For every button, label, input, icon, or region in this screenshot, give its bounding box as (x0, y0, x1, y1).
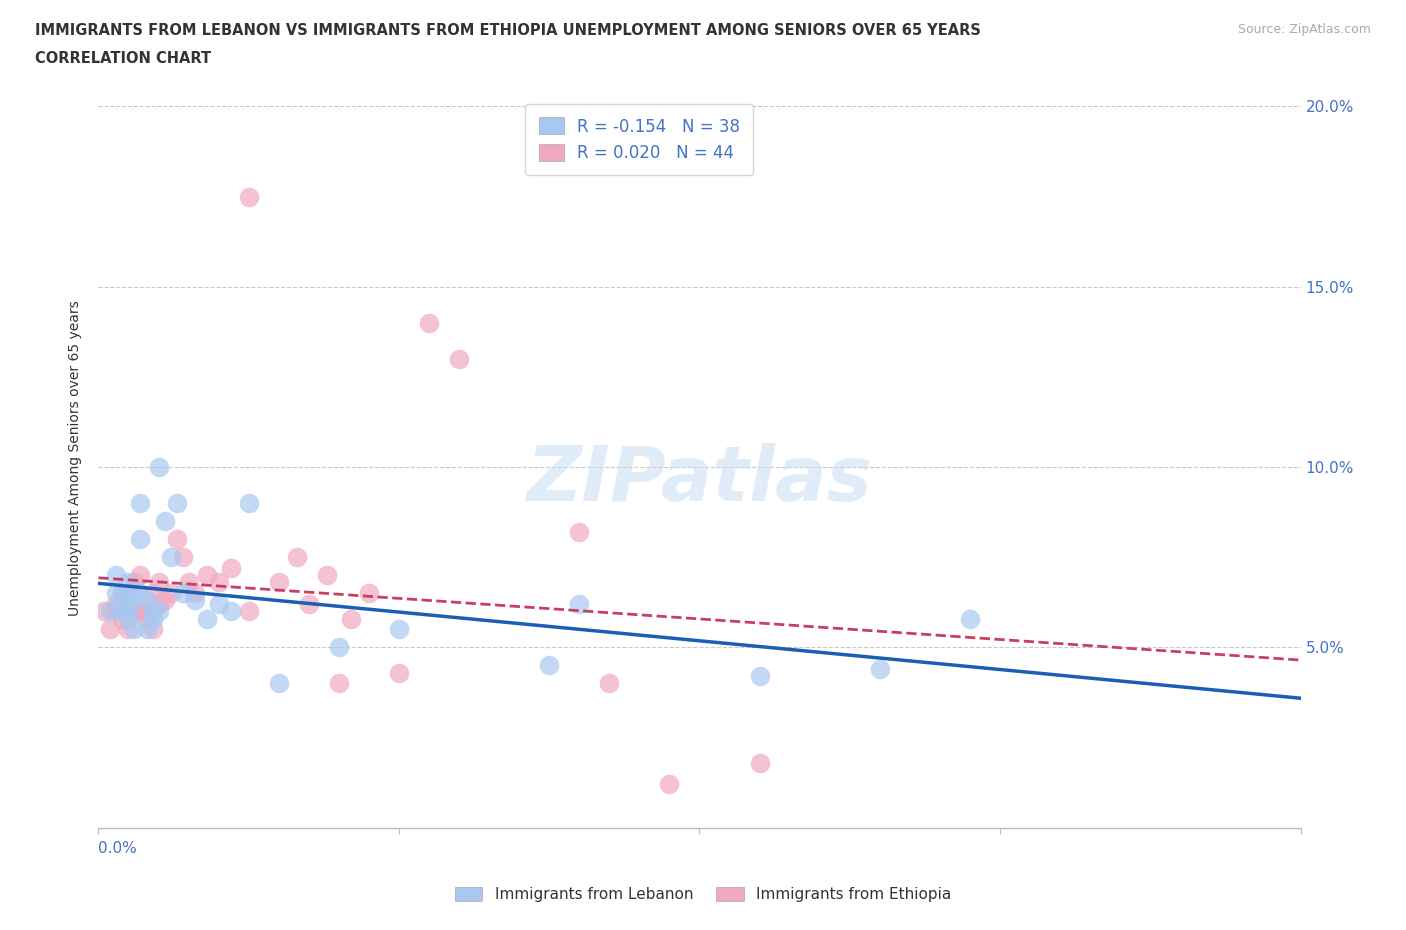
Point (135, 604, 157, 618)
Point (148, 459, 170, 474)
Point (111, 604, 134, 618)
Point (148, 597, 170, 612)
Point (748, 669, 770, 684)
Point (117, 604, 139, 618)
Point (568, 525, 591, 539)
Point (183, 586, 205, 601)
Point (153, 593, 176, 608)
Point (219, 561, 242, 576)
Point (124, 622, 146, 637)
Point (129, 586, 152, 601)
Point (117, 575, 139, 590)
Point (93, 604, 115, 618)
Point (447, 352, 470, 366)
Text: 0.0%: 0.0% (98, 841, 138, 856)
Point (129, 568, 152, 583)
Point (388, 622, 411, 637)
Point (135, 593, 157, 608)
Point (195, 568, 218, 583)
Point (135, 622, 157, 637)
Point (117, 622, 139, 637)
Point (219, 604, 242, 618)
Point (100, 622, 122, 637)
Point (141, 604, 163, 618)
Point (148, 604, 170, 618)
Point (748, 755, 770, 770)
Point (117, 586, 139, 601)
Point (267, 676, 290, 691)
Point (328, 640, 350, 655)
Point (869, 661, 891, 676)
Point (267, 575, 290, 590)
Point (105, 597, 128, 612)
Point (129, 496, 152, 511)
Point (238, 189, 260, 204)
Point (129, 604, 152, 618)
Legend: Immigrants from Lebanon, Immigrants from Ethiopia: Immigrants from Lebanon, Immigrants from… (449, 881, 957, 909)
Point (111, 586, 134, 601)
Point (111, 597, 134, 612)
Point (568, 597, 591, 612)
Point (141, 622, 163, 637)
Point (111, 597, 134, 612)
Point (124, 575, 146, 590)
Point (141, 586, 163, 601)
Point (195, 611, 218, 626)
Point (388, 665, 411, 680)
Point (183, 593, 205, 608)
Point (111, 586, 134, 601)
Point (166, 532, 188, 547)
Point (117, 604, 139, 618)
Point (598, 676, 620, 691)
Point (340, 611, 363, 626)
Text: ZIPatlas: ZIPatlas (526, 444, 873, 517)
Point (105, 604, 128, 618)
Text: CORRELATION CHART: CORRELATION CHART (35, 51, 211, 66)
Legend: R = -0.154   N = 38, R = 0.020   N = 44: R = -0.154 N = 38, R = 0.020 N = 44 (526, 104, 754, 176)
Text: Source: ZipAtlas.com: Source: ZipAtlas.com (1237, 23, 1371, 36)
Point (357, 586, 380, 601)
Point (105, 568, 128, 583)
Point (117, 597, 139, 612)
Point (298, 597, 321, 612)
Point (238, 496, 260, 511)
Point (172, 550, 194, 565)
Point (159, 586, 181, 601)
Point (166, 496, 188, 511)
Point (315, 568, 337, 583)
Point (658, 777, 681, 791)
Point (117, 611, 139, 626)
Point (129, 532, 152, 547)
Point (124, 604, 146, 618)
Point (172, 586, 194, 601)
Point (124, 586, 146, 601)
Point (959, 611, 981, 626)
Point (159, 550, 181, 565)
Point (135, 611, 157, 626)
Text: IMMIGRANTS FROM LEBANON VS IMMIGRANTS FROM ETHIOPIA UNEMPLOYMENT AMONG SENIORS O: IMMIGRANTS FROM LEBANON VS IMMIGRANTS FR… (35, 23, 981, 38)
Point (208, 597, 231, 612)
Y-axis label: Unemployment Among Seniors over 65 years: Unemployment Among Seniors over 65 years (69, 300, 83, 616)
Point (105, 586, 128, 601)
Point (285, 550, 308, 565)
Point (418, 315, 440, 330)
Point (148, 575, 170, 590)
Point (111, 611, 134, 626)
Point (238, 604, 260, 618)
Point (153, 513, 176, 528)
Point (177, 575, 200, 590)
Point (208, 575, 231, 590)
Point (538, 658, 561, 672)
Point (328, 676, 350, 691)
Point (141, 611, 163, 626)
Point (100, 604, 122, 618)
